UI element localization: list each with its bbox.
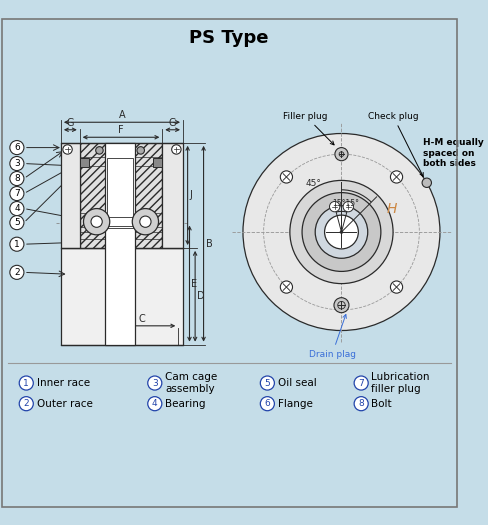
Circle shape	[289, 181, 392, 284]
Circle shape	[389, 171, 402, 183]
Text: G: G	[66, 118, 74, 128]
Text: B: B	[206, 239, 213, 249]
Text: 3: 3	[14, 159, 20, 168]
Bar	[80, 143, 162, 248]
Text: D: D	[197, 291, 204, 301]
Circle shape	[171, 145, 181, 154]
Circle shape	[63, 145, 72, 154]
Text: G: G	[168, 118, 176, 128]
Circle shape	[19, 397, 33, 411]
Bar	[153, 158, 162, 167]
Text: Filler plug: Filler plug	[283, 111, 333, 145]
Text: 2: 2	[14, 268, 20, 277]
Bar	[61, 248, 183, 344]
Bar	[162, 143, 183, 248]
Circle shape	[260, 376, 274, 390]
Circle shape	[10, 186, 24, 201]
Text: 15°15°: 15°15°	[331, 199, 358, 208]
Text: 7: 7	[14, 189, 20, 198]
Text: 6: 6	[264, 399, 270, 408]
Text: C: C	[138, 314, 145, 324]
Circle shape	[147, 397, 162, 411]
Circle shape	[353, 376, 367, 390]
Circle shape	[260, 397, 274, 411]
Text: 5: 5	[14, 218, 20, 227]
Circle shape	[339, 230, 342, 234]
Circle shape	[324, 215, 358, 249]
Circle shape	[140, 216, 151, 227]
Circle shape	[334, 148, 347, 161]
Circle shape	[137, 146, 144, 154]
Text: 1: 1	[23, 379, 29, 387]
Text: 6: 6	[14, 143, 20, 152]
Text: Inner race: Inner race	[37, 378, 89, 388]
Text: 1: 1	[14, 240, 20, 249]
Circle shape	[302, 193, 380, 271]
Circle shape	[421, 178, 430, 187]
Text: Bearing: Bearing	[165, 398, 205, 408]
Circle shape	[132, 208, 158, 235]
Text: H: H	[386, 202, 396, 216]
Text: 4: 4	[14, 204, 20, 213]
Text: E: E	[191, 279, 197, 289]
Text: A: A	[119, 110, 125, 120]
Text: 3: 3	[152, 379, 157, 387]
Text: J: J	[189, 191, 192, 201]
Text: Flange: Flange	[277, 398, 312, 408]
Circle shape	[10, 172, 24, 185]
Circle shape	[389, 281, 402, 293]
Text: 2: 2	[23, 399, 29, 408]
Circle shape	[315, 206, 367, 258]
Circle shape	[91, 216, 102, 227]
Circle shape	[10, 265, 24, 279]
Circle shape	[353, 397, 367, 411]
Bar	[80, 158, 89, 167]
Text: Cam cage
assembly: Cam cage assembly	[165, 372, 217, 394]
Circle shape	[280, 171, 292, 183]
Circle shape	[19, 376, 33, 390]
Text: 8: 8	[14, 174, 20, 183]
Text: 45°: 45°	[305, 179, 321, 188]
Circle shape	[83, 208, 109, 235]
Circle shape	[147, 376, 162, 390]
Text: Outer race: Outer race	[37, 398, 92, 408]
Text: H-M equally
spaced on
both sides: H-M equally spaced on both sides	[422, 138, 483, 168]
Circle shape	[10, 202, 24, 216]
Text: 5: 5	[264, 379, 270, 387]
Circle shape	[343, 202, 353, 212]
Circle shape	[333, 298, 348, 313]
Circle shape	[10, 216, 24, 229]
Circle shape	[280, 281, 292, 293]
Bar	[107, 158, 133, 217]
Text: 7: 7	[358, 379, 363, 387]
Bar	[105, 143, 135, 344]
Text: Check plug: Check plug	[367, 111, 422, 176]
Text: PS Type: PS Type	[189, 29, 268, 47]
Text: F: F	[118, 125, 123, 135]
Circle shape	[243, 133, 439, 331]
Circle shape	[96, 146, 103, 154]
Text: 8: 8	[358, 399, 363, 408]
Circle shape	[10, 237, 24, 251]
Text: Oil seal: Oil seal	[277, 378, 316, 388]
Circle shape	[10, 156, 24, 171]
Text: 4: 4	[152, 399, 157, 408]
Circle shape	[10, 141, 24, 155]
Text: Drain plag: Drain plag	[308, 314, 355, 359]
Bar	[107, 226, 133, 228]
Circle shape	[329, 202, 339, 212]
Bar	[61, 143, 80, 248]
Text: Bolt: Bolt	[371, 398, 391, 408]
Text: Lubrication
filler plug: Lubrication filler plug	[371, 372, 429, 394]
